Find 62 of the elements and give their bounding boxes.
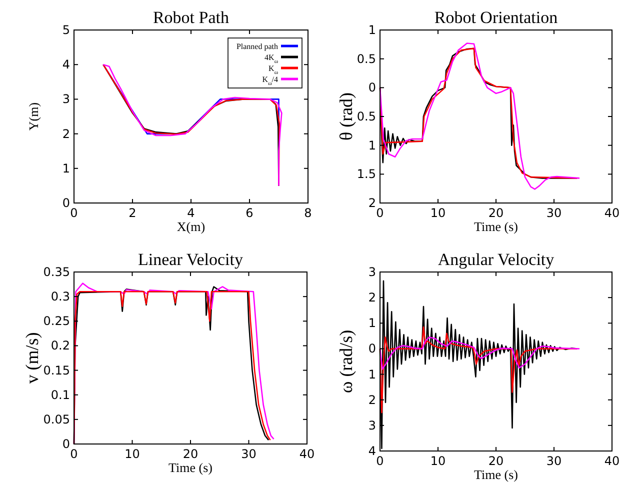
y-tick-label: 0.5 xyxy=(356,52,376,66)
x-tick-label: 40 xyxy=(604,454,620,468)
y-tick-label: 1 xyxy=(368,138,376,152)
y-tick-label: 3 xyxy=(62,92,70,106)
x-axis-title: Time (s) xyxy=(474,219,518,234)
legend-label: Planned path xyxy=(236,42,278,51)
x-tick-label: 20 xyxy=(182,447,198,461)
x-tick-label: 10 xyxy=(430,454,446,468)
x-tick-label: 8 xyxy=(304,206,312,220)
y-tick-label: 0 xyxy=(62,437,70,451)
y-tick-label: 1 xyxy=(62,161,70,176)
chart-title: Robot Orientation xyxy=(434,8,558,27)
y-tick-label: 0 xyxy=(62,196,70,210)
x-tick-label: 40 xyxy=(299,447,315,461)
y-tick-label: 1 xyxy=(368,367,376,382)
y-tick-label: 0.05 xyxy=(43,412,70,426)
line-series xyxy=(379,336,580,370)
y-axis-title: θ (rad) xyxy=(336,92,356,141)
y-tick-label: 2 xyxy=(368,290,376,305)
x-tick-label: 40 xyxy=(604,206,620,220)
y-tick-label: 4 xyxy=(62,58,70,72)
y-tick-label: 0 xyxy=(368,342,376,356)
y-axis-title: Y(m) xyxy=(26,102,41,131)
y-tick-label: 0.5 xyxy=(356,110,376,124)
y-tick-label: 0.1 xyxy=(50,388,70,402)
y-tick-label: 2 xyxy=(368,392,376,407)
x-tick-label: 6 xyxy=(246,206,254,220)
x-tick-label: 20 xyxy=(488,454,504,468)
y-tick-label: 0.35 xyxy=(43,265,70,279)
legend-label: 4K$_{ω}$ xyxy=(264,53,278,65)
y-tick-label: 0.25 xyxy=(43,314,70,328)
x-tick-label: 4 xyxy=(187,206,195,220)
chart-title: Linear Velocity xyxy=(138,250,244,269)
y-tick-label: 3 xyxy=(368,418,376,432)
legend-label: K$_{ω}$ xyxy=(268,64,278,76)
x-axis-title: Time (s) xyxy=(474,467,518,482)
y-tick-label: 0.3 xyxy=(50,290,70,304)
x-tick-label: 10 xyxy=(124,447,140,461)
x-tick-label: 2 xyxy=(128,206,136,220)
y-axis-title: ω (rad/s) xyxy=(336,330,356,394)
chart-title: Robot Path xyxy=(152,8,230,27)
legend-label: K$_{ω}$/4 xyxy=(262,75,278,87)
x-tick-label: 30 xyxy=(546,206,562,220)
y-tick-label: 1.5 xyxy=(356,167,376,182)
x-axis-title: X(m) xyxy=(176,219,206,234)
line-series xyxy=(379,326,578,414)
y-axis-title: v (m/s) xyxy=(22,332,42,384)
y-tick-label: 0.2 xyxy=(50,338,70,353)
x-tick-label: 30 xyxy=(241,447,256,461)
chart-title: Angular Velocity xyxy=(438,250,555,269)
x-tick-label: 30 xyxy=(546,454,562,468)
x-axis-title: Time (s) xyxy=(168,460,212,475)
y-tick-label: 0.15 xyxy=(43,363,70,378)
x-tick-label: 20 xyxy=(488,206,504,220)
y-tick-label: 0 xyxy=(368,80,376,95)
y-tick-label: 1 xyxy=(368,316,376,330)
y-tick-label: 3 xyxy=(368,265,376,279)
y-tick-label: 1 xyxy=(368,23,376,37)
y-tick-label: 2 xyxy=(368,196,376,210)
y-tick-label: 5 xyxy=(62,23,70,37)
x-tick-label: 10 xyxy=(430,206,446,220)
y-tick-label: 2 xyxy=(62,126,70,141)
